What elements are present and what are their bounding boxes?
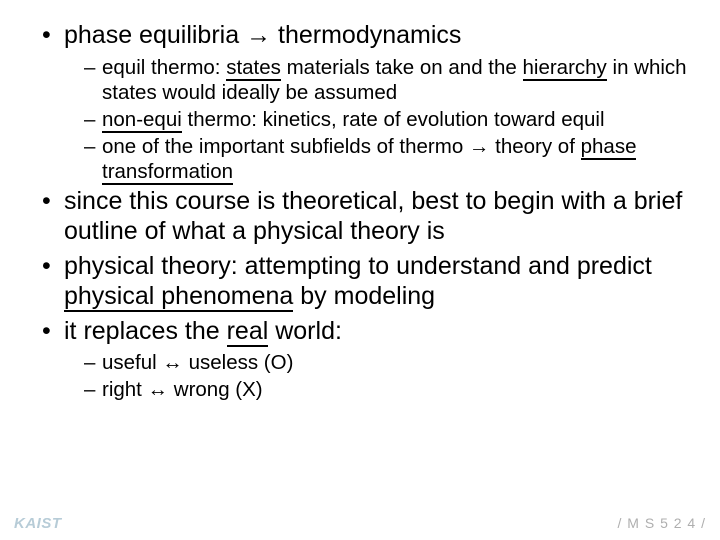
text: thermo: kinetics, rate of evolution towa… xyxy=(182,108,605,131)
double-arrow-icon: ↔ xyxy=(148,378,169,401)
underline-real: real xyxy=(227,317,269,347)
text: by modeling xyxy=(293,282,435,310)
text: right xyxy=(102,378,148,401)
sub-equil-thermo: equil thermo: states materials take on a… xyxy=(40,55,690,105)
bullet-phase-equilibria: phase equilibria → thermodynamics xyxy=(40,20,690,51)
text: physical theory: attempting to understan… xyxy=(64,252,652,280)
underline-physical-phenomena: physical phenomena xyxy=(64,282,293,312)
sub-subfields: one of the important subfields of thermo… xyxy=(40,134,690,184)
sub-right-wrong: right ↔ wrong (X) xyxy=(40,377,690,402)
bullet-theoretical-course: since this course is theoretical, best t… xyxy=(40,186,690,247)
underline-hierarchy: hierarchy xyxy=(523,56,607,81)
arrow-icon: → xyxy=(246,21,271,49)
text: since this course is theoretical, best t… xyxy=(64,187,682,246)
bullet-replaces-real: it replaces the real world: xyxy=(40,316,690,347)
text: world: xyxy=(268,317,342,345)
bullet-physical-theory: physical theory: attempting to understan… xyxy=(40,251,690,312)
underline-states: states xyxy=(226,56,281,81)
course-code: / M S 5 2 4 / xyxy=(618,515,706,531)
text: useful xyxy=(102,351,162,374)
footer: KAIST / M S 5 2 4 / xyxy=(14,512,706,534)
text: one of the important subfields of thermo xyxy=(102,135,469,158)
arrow-icon: → xyxy=(469,135,490,158)
text: it replaces the xyxy=(64,317,227,345)
text: phase equilibria xyxy=(64,21,246,49)
underline-non-equi: non-equi xyxy=(102,108,182,133)
kaist-logo: KAIST xyxy=(14,515,62,532)
double-arrow-icon: ↔ xyxy=(162,351,183,374)
sub-non-equi: non-equi thermo: kinetics, rate of evolu… xyxy=(40,107,690,132)
text: materials take on and the xyxy=(281,56,523,79)
text: equil thermo: xyxy=(102,56,226,79)
sub-useful-useless: useful ↔ useless (O) xyxy=(40,350,690,375)
text: useless (O) xyxy=(183,351,294,374)
slide-content: phase equilibria → thermodynamics equil … xyxy=(40,20,690,500)
text: thermodynamics xyxy=(271,21,461,49)
text: theory of xyxy=(489,135,580,158)
text: wrong (X) xyxy=(168,378,263,401)
